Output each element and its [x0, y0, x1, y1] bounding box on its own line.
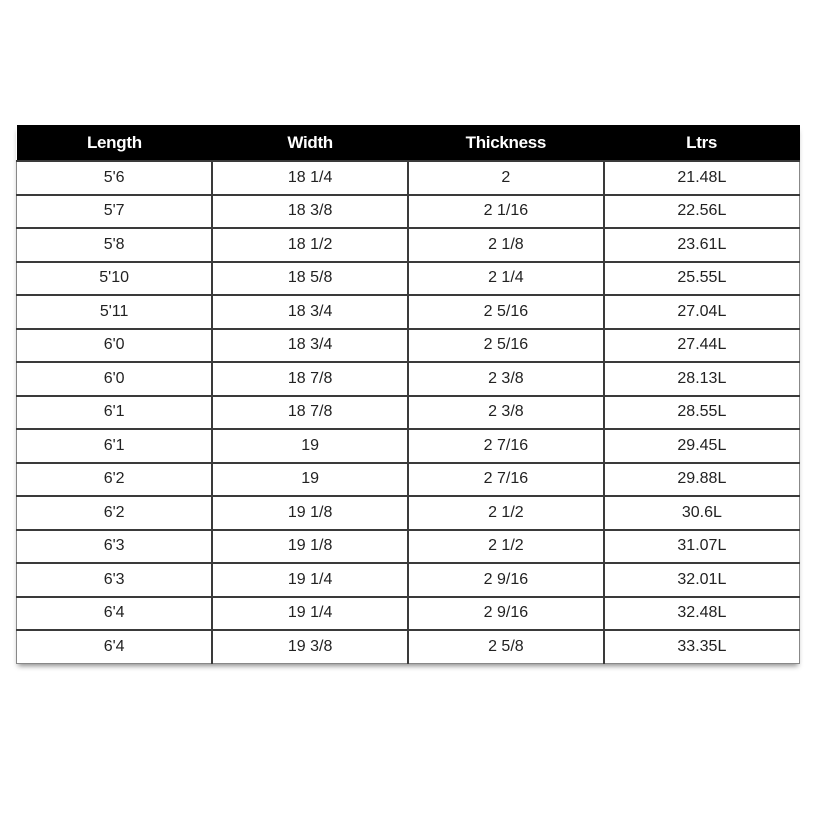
cell-thickness: 2 9/16	[407, 562, 605, 598]
cell-thickness: 2 1/2	[407, 495, 605, 531]
cell-width: 18 7/8	[211, 361, 409, 397]
cell-width: 18 3/4	[211, 327, 409, 363]
cell-ltrs: 22.56L	[602, 193, 800, 229]
cell-width: 18 7/8	[211, 394, 409, 430]
cell-ltrs: 28.55L	[602, 394, 800, 430]
cell-thickness: 2 1/2	[407, 528, 605, 564]
table-row: 5'10 18 5/8 2 1/4 25.55L	[16, 260, 800, 296]
cell-ltrs: 32.01L	[602, 562, 800, 598]
table-row: 6'0 18 7/8 2 3/8 28.13L	[16, 361, 800, 397]
size-table: Length Width Thickness Ltrs 5'6 18 1/4 2 21…	[16, 125, 800, 664]
header-length: Length	[16, 125, 213, 161]
cell-ltrs: 29.88L	[602, 461, 800, 497]
cell-length: 5'6	[16, 160, 214, 196]
cell-ltrs: 23.61L	[602, 227, 800, 263]
cell-thickness: 2 1/4	[407, 260, 605, 296]
cell-thickness: 2 7/16	[407, 428, 605, 464]
cell-thickness: 2 3/8	[407, 394, 605, 430]
cell-length: 5'8	[16, 227, 214, 263]
table-row: 6'3 19 1/4 2 9/16 32.01L	[16, 562, 800, 598]
table-row: 6'3 19 1/8 2 1/2 31.07L	[16, 528, 800, 564]
table-row: 5'8 18 1/2 2 1/8 23.61L	[16, 227, 800, 263]
table-row: 6'1 18 7/8 2 3/8 28.55L	[16, 394, 800, 430]
table-row: 5'7 18 3/8 2 1/16 22.56L	[16, 193, 800, 229]
cell-ltrs: 32.48L	[602, 595, 800, 631]
cell-length: 6'0	[16, 361, 214, 397]
cell-ltrs: 31.07L	[602, 528, 800, 564]
cell-length: 6'1	[16, 428, 214, 464]
cell-length: 6'2	[16, 495, 214, 531]
table-row: 6'4 19 1/4 2 9/16 32.48L	[16, 595, 800, 631]
cell-length: 6'1	[16, 394, 214, 430]
table-row: 6'1 19 2 7/16 29.45L	[16, 428, 800, 464]
cell-length: 6'0	[16, 327, 214, 363]
cell-width: 19	[211, 461, 409, 497]
cell-ltrs: 27.44L	[602, 327, 800, 363]
size-chart: Length Width Thickness Ltrs 5'6 18 1/4 2 21…	[16, 125, 800, 664]
cell-thickness: 2 1/8	[407, 227, 605, 263]
cell-ltrs: 27.04L	[602, 294, 800, 330]
cell-thickness: 2 5/8	[407, 629, 605, 664]
cell-length: 5'11	[16, 294, 214, 330]
cell-length: 5'10	[16, 260, 214, 296]
cell-length: 6'3	[16, 562, 214, 598]
cell-width: 19 1/8	[211, 528, 409, 564]
cell-ltrs: 28.13L	[602, 361, 800, 397]
cell-length: 6'2	[16, 461, 214, 497]
cell-width: 18 5/8	[211, 260, 409, 296]
cell-ltrs: 25.55L	[602, 260, 800, 296]
cell-width: 18 1/2	[211, 227, 409, 263]
table-row: 5'11 18 3/4 2 5/16 27.04L	[16, 294, 800, 330]
cell-width: 19 1/4	[211, 595, 409, 631]
cell-width: 19 1/4	[211, 562, 409, 598]
header-thickness: Thickness	[408, 125, 604, 161]
cell-ltrs: 33.35L	[602, 629, 800, 664]
header-width: Width	[212, 125, 408, 161]
table-row: 6'4 19 3/8 2 5/8 33.35L	[16, 629, 800, 664]
cell-width: 18 1/4	[211, 160, 409, 196]
cell-ltrs: 29.45L	[602, 428, 800, 464]
cell-thickness: 2 9/16	[407, 595, 605, 631]
cell-length: 6'3	[16, 528, 214, 564]
cell-width: 18 3/8	[211, 193, 409, 229]
cell-thickness: 2 5/16	[407, 327, 605, 363]
table-row: 6'2 19 2 7/16 29.88L	[16, 461, 800, 497]
cell-length: 6'4	[16, 595, 214, 631]
cell-length: 6'4	[16, 629, 214, 664]
cell-ltrs: 21.48L	[602, 160, 800, 196]
cell-ltrs: 30.6L	[602, 495, 800, 531]
cell-width: 19	[211, 428, 409, 464]
table-body: 5'6 18 1/4 2 21.48L 5'7 18 3/8 2 1/16 22.56L 5'8…	[16, 160, 800, 664]
cell-thickness: 2 7/16	[407, 461, 605, 497]
cell-width: 18 3/4	[211, 294, 409, 330]
cell-width: 19 3/8	[211, 629, 409, 664]
cell-thickness: 2 5/16	[407, 294, 605, 330]
table-row: 6'2 19 1/8 2 1/2 30.6L	[16, 495, 800, 531]
header-ltrs: Ltrs	[603, 125, 800, 161]
cell-length: 5'7	[16, 193, 214, 229]
cell-width: 19 1/8	[211, 495, 409, 531]
table-row: 5'6 18 1/4 2 21.48L	[16, 160, 800, 196]
table-row: 6'0 18 3/4 2 5/16 27.44L	[16, 327, 800, 363]
cell-thickness: 2	[407, 160, 605, 196]
header-row: Length Width Thickness Ltrs	[16, 125, 800, 161]
cell-thickness: 2 1/16	[407, 193, 605, 229]
cell-thickness: 2 3/8	[407, 361, 605, 397]
